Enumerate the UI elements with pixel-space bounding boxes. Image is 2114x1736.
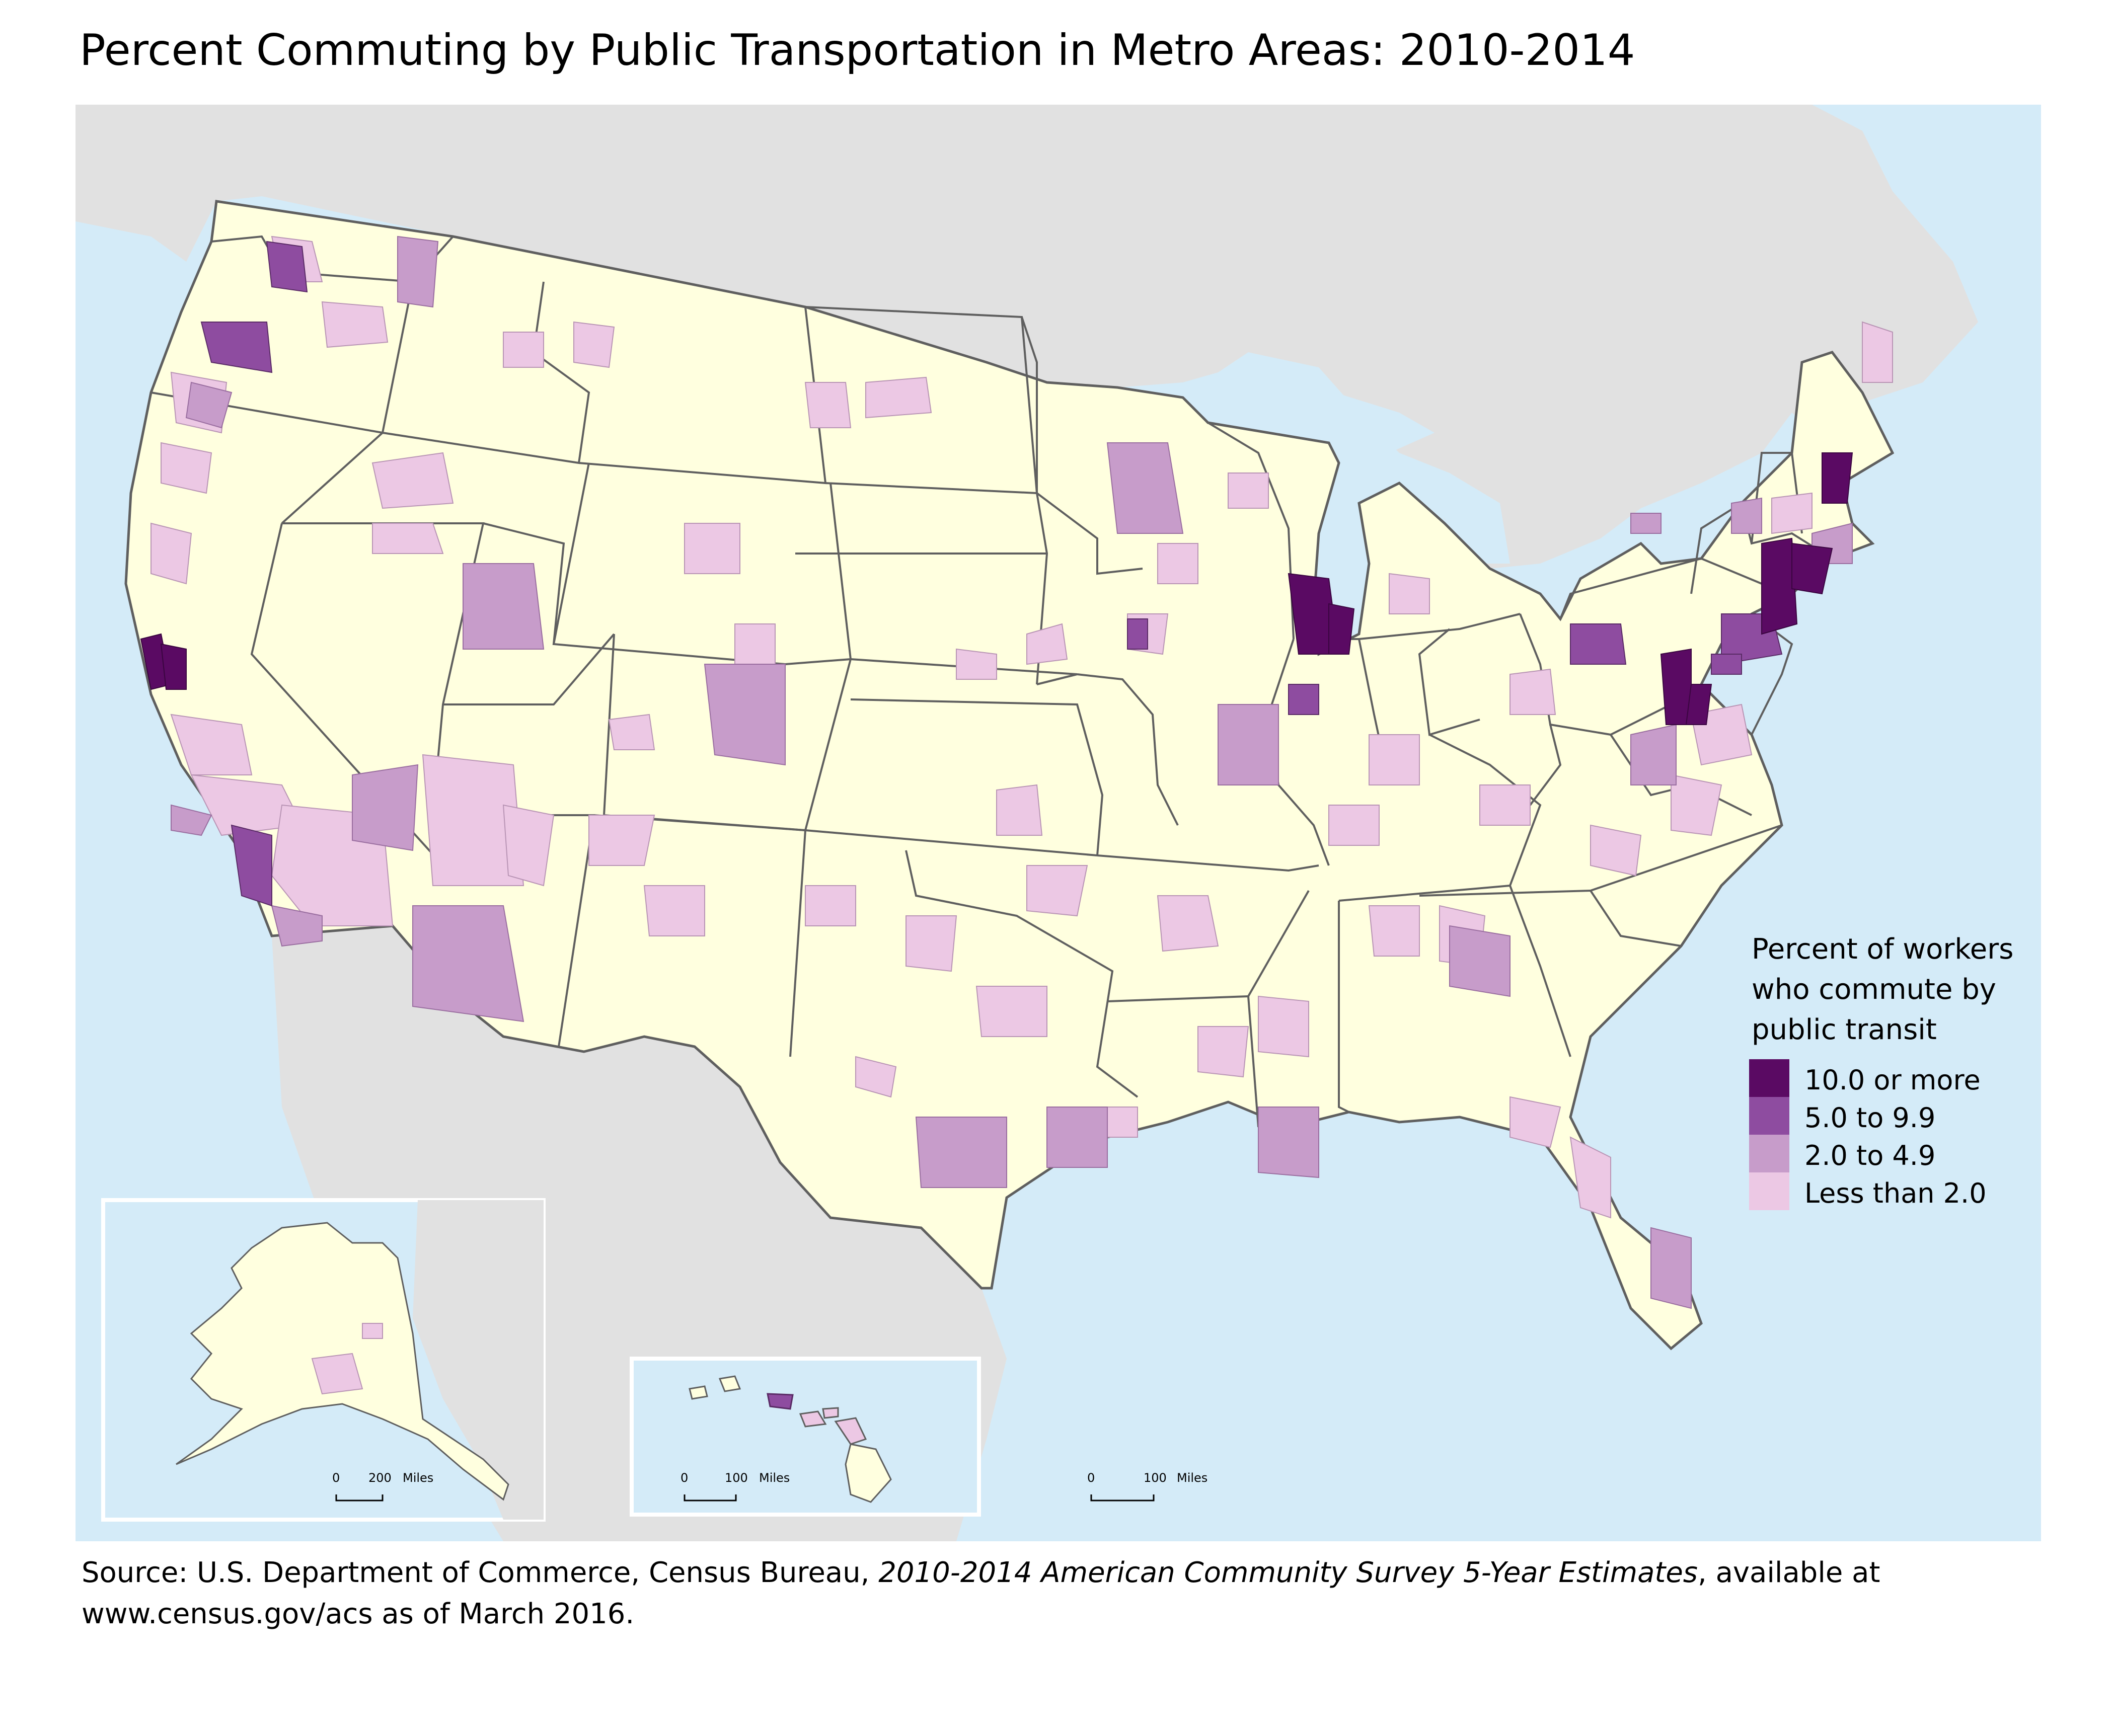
scale-bar-hawaii: 0 100 Miles (681, 1471, 790, 1502)
source-prefix: Source: U.S. Department of Commerce, Cen… (82, 1556, 879, 1589)
source-suffix: , available at (1697, 1556, 1880, 1589)
source-dataset: 2010-2014 American Community Survey 5-Ye… (878, 1556, 1698, 1589)
svg-text:Miles: Miles (759, 1471, 790, 1485)
svg-text:0: 0 (1087, 1471, 1095, 1485)
legend-swatch-10-or-more (1749, 1059, 1789, 1097)
svg-text:0: 0 (332, 1471, 340, 1485)
legend-label-5-to-9-9: 5.0 to 9.9 (1804, 1102, 1935, 1134)
legend-swatch-2-to-4-9 (1749, 1135, 1789, 1172)
svg-text:Miles: Miles (1177, 1471, 1207, 1485)
legend: Percent of workers who commute by public… (1749, 933, 2022, 1210)
legend-label-10-or-more: 10.0 or more (1804, 1064, 1981, 1096)
svg-text:100: 100 (725, 1471, 748, 1485)
metros-10-or-more (140, 452, 1853, 725)
metros-2-to-4-9 (171, 235, 1853, 1309)
legend-swatch-5-to-9-9 (1749, 1097, 1789, 1135)
svg-text:200: 200 (368, 1471, 392, 1485)
alaska-inset (101, 1198, 546, 1522)
legend-title: Percent of workers who commute by public… (1752, 933, 2022, 1046)
canada-land (76, 105, 1978, 569)
svg-text:100: 100 (1144, 1471, 1167, 1485)
svg-text:0: 0 (681, 1471, 688, 1485)
legend-swatch-less-than-2 (1749, 1172, 1789, 1210)
hawaii-inset (630, 1357, 981, 1517)
legend-label-2-to-4-9: 2.0 to 4.9 (1804, 1140, 1935, 1171)
map-title: Percent Commuting by Public Transportati… (80, 25, 1635, 75)
scale-bar-mainland: 0 100 Miles (1087, 1471, 1207, 1502)
svg-text:Miles: Miles (403, 1471, 433, 1485)
source-url-line: www.census.gov/acs as of March 2016. (82, 1598, 635, 1630)
source-note: Source: U.S. Department of Commerce, Cen… (82, 1552, 1880, 1635)
us-land (124, 200, 1895, 1351)
scale-bar-alaska: 0 200 Miles (332, 1471, 433, 1502)
legend-label-less-than-2: Less than 2.0 (1804, 1177, 1987, 1209)
